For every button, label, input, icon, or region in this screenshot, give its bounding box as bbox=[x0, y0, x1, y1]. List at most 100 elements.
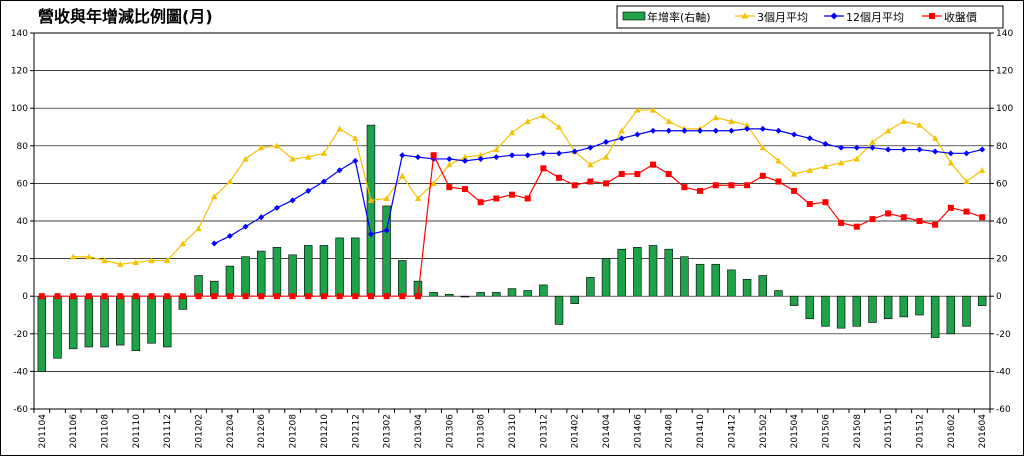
point-ma3 bbox=[367, 197, 375, 203]
point-ma3 bbox=[446, 161, 453, 168]
point-ma3 bbox=[728, 118, 735, 124]
bar bbox=[883, 295, 893, 320]
x-tick-label: 201212 bbox=[351, 414, 361, 448]
gridlines bbox=[34, 70, 990, 372]
point-ma3 bbox=[665, 118, 672, 124]
point-ma3 bbox=[869, 138, 876, 145]
bar bbox=[304, 245, 313, 297]
point-ma3 bbox=[461, 153, 469, 160]
point-price bbox=[634, 171, 641, 177]
bar bbox=[962, 295, 971, 327]
point-price bbox=[352, 293, 359, 300]
axes: -60 -60 -40 -40 -20 -20 0 0 20 20 40 40 60 60 80 80 100 1… bbox=[11, 29, 1014, 448]
legend-label-yoy: 年增率(右軸) bbox=[647, 10, 711, 24]
point-ma3 bbox=[164, 257, 171, 264]
bar bbox=[366, 124, 376, 297]
bar bbox=[758, 275, 767, 297]
point-price bbox=[258, 293, 265, 300]
bar bbox=[429, 292, 438, 297]
bar bbox=[398, 260, 407, 297]
point-ma3 bbox=[524, 118, 531, 124]
y-tick-label-right: 120 bbox=[996, 67, 1013, 77]
point-ma12 bbox=[509, 152, 515, 159]
point-price bbox=[195, 293, 202, 300]
y-tick-label-left: -20 bbox=[13, 330, 28, 340]
x-tick-label: 201510 bbox=[884, 414, 894, 449]
x-tick-label: 201104 bbox=[38, 414, 48, 449]
point-ma12 bbox=[979, 146, 986, 153]
point-price bbox=[54, 293, 61, 300]
point-price bbox=[414, 293, 421, 300]
point-ma12 bbox=[853, 144, 860, 151]
point-ma12 bbox=[320, 178, 327, 185]
bar bbox=[554, 295, 564, 325]
bar bbox=[774, 290, 783, 297]
bar bbox=[680, 256, 689, 297]
point-ma12 bbox=[414, 154, 421, 161]
point-ma3 bbox=[775, 157, 782, 164]
point-ma3 bbox=[587, 161, 594, 168]
point-ma12 bbox=[242, 223, 249, 230]
y-tick-label-right: 20 bbox=[996, 255, 1008, 265]
y-tick-label-left: 0 bbox=[22, 292, 28, 302]
bar bbox=[84, 295, 94, 348]
point-price bbox=[493, 195, 500, 202]
point-ma12 bbox=[367, 231, 374, 238]
point-ma12 bbox=[571, 148, 578, 155]
point-price bbox=[273, 293, 280, 300]
point-ma3 bbox=[289, 155, 296, 162]
point-ma3 bbox=[540, 112, 547, 119]
point-price bbox=[838, 219, 845, 226]
bar bbox=[225, 265, 235, 297]
point-ma3 bbox=[759, 144, 766, 151]
point-price bbox=[148, 293, 155, 300]
point-price bbox=[681, 184, 688, 191]
point-ma3 bbox=[226, 178, 234, 185]
point-ma12 bbox=[446, 155, 453, 162]
bar bbox=[977, 295, 987, 306]
x-tick-label: 201512 bbox=[915, 414, 925, 448]
point-price bbox=[775, 178, 782, 185]
point-ma12 bbox=[258, 214, 265, 221]
legend-box bbox=[616, 5, 1004, 29]
point-ma12 bbox=[399, 152, 406, 159]
point-price bbox=[383, 293, 390, 300]
point-ma12 bbox=[665, 127, 672, 134]
point-price bbox=[289, 293, 296, 300]
point-price bbox=[979, 214, 986, 221]
point-ma12 bbox=[634, 131, 641, 138]
bar bbox=[664, 248, 673, 297]
point-ma12 bbox=[728, 127, 735, 134]
y-tick-label-left: 140 bbox=[11, 29, 28, 39]
legend-marker-price bbox=[929, 13, 935, 19]
point-price bbox=[211, 293, 218, 300]
legend-marker-ma12 bbox=[830, 12, 838, 20]
point-ma12 bbox=[289, 197, 296, 204]
point-ma3 bbox=[931, 135, 939, 141]
point-ma12 bbox=[681, 127, 688, 134]
line-series bbox=[38, 106, 986, 300]
legend: 年增率(右軸) 3個月平均 12個月平均 收盤價 bbox=[616, 5, 1004, 29]
bar bbox=[727, 269, 736, 297]
point-ma12 bbox=[916, 146, 923, 153]
bar bbox=[147, 295, 156, 344]
point-ma3 bbox=[383, 195, 390, 202]
point-ma3 bbox=[822, 163, 829, 170]
point-ma3 bbox=[399, 172, 406, 179]
bar bbox=[272, 247, 282, 297]
point-ma3 bbox=[602, 153, 610, 160]
point-ma12 bbox=[352, 157, 359, 164]
point-ma3 bbox=[618, 127, 625, 134]
point-ma12 bbox=[947, 150, 954, 157]
point-price bbox=[70, 293, 77, 300]
bar bbox=[100, 295, 109, 348]
bar bbox=[162, 295, 172, 348]
bar bbox=[601, 258, 611, 297]
point-price bbox=[571, 182, 578, 189]
y-tick-label-left: 100 bbox=[11, 104, 28, 114]
point-price bbox=[697, 187, 704, 194]
chart-title: 營收與年增減比例圖(月) bbox=[38, 7, 213, 26]
point-ma12 bbox=[273, 204, 280, 211]
point-ma12 bbox=[540, 150, 547, 157]
